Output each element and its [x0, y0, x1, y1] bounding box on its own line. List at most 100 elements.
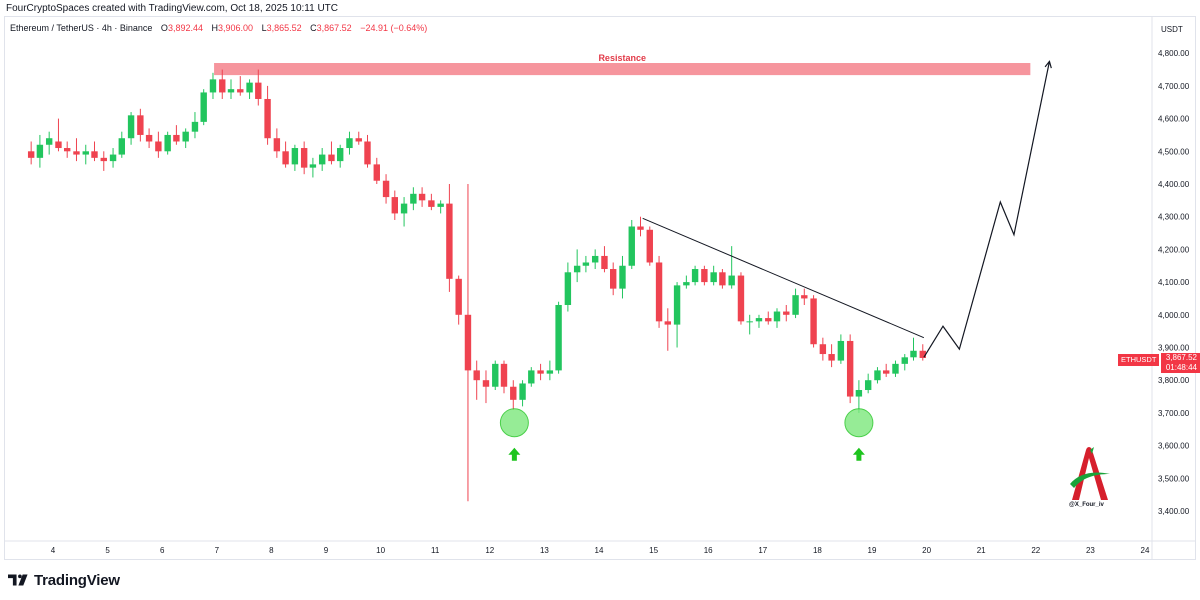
candle-body-up: [82, 151, 89, 155]
candle-body-up: [755, 318, 763, 322]
price-tag-countdown: 01:48:44: [1165, 363, 1197, 372]
candle-body-down: [63, 148, 71, 152]
projection-path: [923, 61, 1051, 358]
candle-body-down: [264, 98, 271, 139]
y-tick-label: 4,700.00: [1158, 82, 1190, 91]
x-tick-label: 18: [813, 546, 822, 555]
candle-body-down: [364, 141, 371, 165]
candle-body-up: [673, 285, 681, 325]
symbol-name[interactable]: Ethereum / TetherUS · 4h · Binance: [10, 23, 153, 33]
symbol-info-line: Ethereum / TetherUS · 4h · Binance O3,89…: [10, 23, 427, 33]
close-label: C: [310, 23, 317, 33]
candle-body-down: [273, 138, 281, 152]
resistance-zone: [214, 63, 1031, 76]
candle-body-down: [801, 295, 808, 299]
tradingview-brand[interactable]: TradingView: [8, 570, 120, 590]
change-value: −24.91 (−0.64%): [360, 23, 428, 33]
y-tick-label: 4,400.00: [1158, 180, 1190, 189]
candle-body-down: [828, 354, 835, 361]
author-logo-icon: [1070, 447, 1110, 500]
candle-body-up: [683, 282, 690, 286]
candle-body-down: [55, 141, 62, 149]
candle-body-up: [164, 134, 171, 152]
candle-body-up: [309, 164, 317, 168]
candle-body-down: [255, 82, 262, 99]
candle-body-down: [882, 370, 890, 374]
y-tick-label: 4,300.00: [1158, 213, 1190, 222]
x-tick-label: 22: [1031, 546, 1040, 555]
candle-body-up: [492, 363, 499, 387]
candle-body-up: [437, 203, 444, 207]
y-tick-label: 4,500.00: [1158, 147, 1190, 156]
candle-body-down: [145, 134, 153, 142]
candle-body-down: [783, 311, 790, 315]
y-tick-label: 4,100.00: [1158, 278, 1190, 287]
candle-body-up: [710, 272, 717, 283]
candle-body-down: [137, 115, 144, 135]
candle-body-up: [892, 363, 899, 374]
price-unit-label: USDT: [1161, 25, 1183, 34]
top-bar: FourCryptoSpaces created with TradingVie…: [0, 0, 1200, 16]
candle-body-up: [773, 311, 781, 322]
candle-body-up: [691, 269, 699, 283]
tradingview-logo-icon: [8, 574, 28, 586]
x-tick-label: 4: [51, 546, 56, 555]
candle-body-down: [846, 340, 854, 397]
x-tick-label: 16: [704, 546, 713, 555]
candle-body-up: [591, 255, 599, 263]
price-tag-price: 3,867.52: [1165, 353, 1197, 362]
low-label: L: [261, 23, 267, 33]
candle-body-up: [410, 193, 417, 204]
candle-body-up: [555, 304, 562, 371]
up-arrow-icon: [852, 447, 865, 461]
x-tick-label: 14: [595, 546, 604, 555]
candle-body-down: [328, 154, 335, 162]
candle-body-up: [227, 89, 235, 93]
candle-body-down: [737, 275, 745, 322]
candle-body-up: [336, 148, 344, 162]
author-handle: @X_Four_iv: [1069, 502, 1104, 508]
candle-body-down: [919, 350, 926, 358]
candle-body-down: [655, 262, 663, 322]
up-arrow-icon: [508, 447, 521, 461]
candle-body-up: [746, 321, 753, 323]
price-tag-symbol: ETHUSDT: [1118, 354, 1160, 366]
x-tick-label: 20: [922, 546, 931, 555]
close-value: 3,867.52: [316, 23, 352, 33]
candle-body-down: [601, 255, 608, 270]
candle-body-up: [200, 92, 207, 122]
x-tick-label: 6: [160, 546, 165, 555]
candle-body-down: [646, 229, 653, 263]
candle-body-down: [819, 344, 827, 355]
candle-body-down: [391, 197, 398, 214]
x-tick-label: 17: [758, 546, 767, 555]
candle-body-down: [100, 157, 107, 162]
candle-body-down: [282, 151, 289, 165]
x-tick-label: 19: [868, 546, 877, 555]
x-tick-label: 13: [540, 546, 549, 555]
x-tick-label: 24: [1141, 546, 1150, 555]
candle-body-up: [855, 390, 863, 397]
x-tick-label: 9: [324, 546, 329, 555]
support-circle: [844, 408, 874, 438]
candle-body-down: [237, 89, 244, 93]
candle-body-up: [792, 295, 799, 315]
candle-body-up: [346, 138, 353, 149]
candle-body-up: [864, 380, 872, 391]
candle-body-up: [45, 138, 53, 145]
candle-body-up: [118, 138, 125, 155]
candle-body-down: [637, 226, 644, 230]
candle-body-up: [400, 203, 408, 214]
candle-body-up: [318, 154, 326, 165]
candle-body-up: [109, 154, 117, 162]
candle-body-up: [582, 262, 590, 266]
candle-body-up: [573, 265, 581, 273]
candle-body-down: [219, 79, 226, 93]
candle-body-down: [701, 269, 708, 283]
candle-body-down: [428, 200, 435, 207]
x-tick-label: 11: [431, 546, 440, 555]
x-tick-label: 15: [649, 546, 658, 555]
low-value: 3,865.52: [266, 23, 302, 33]
candle-body-down: [609, 269, 617, 289]
